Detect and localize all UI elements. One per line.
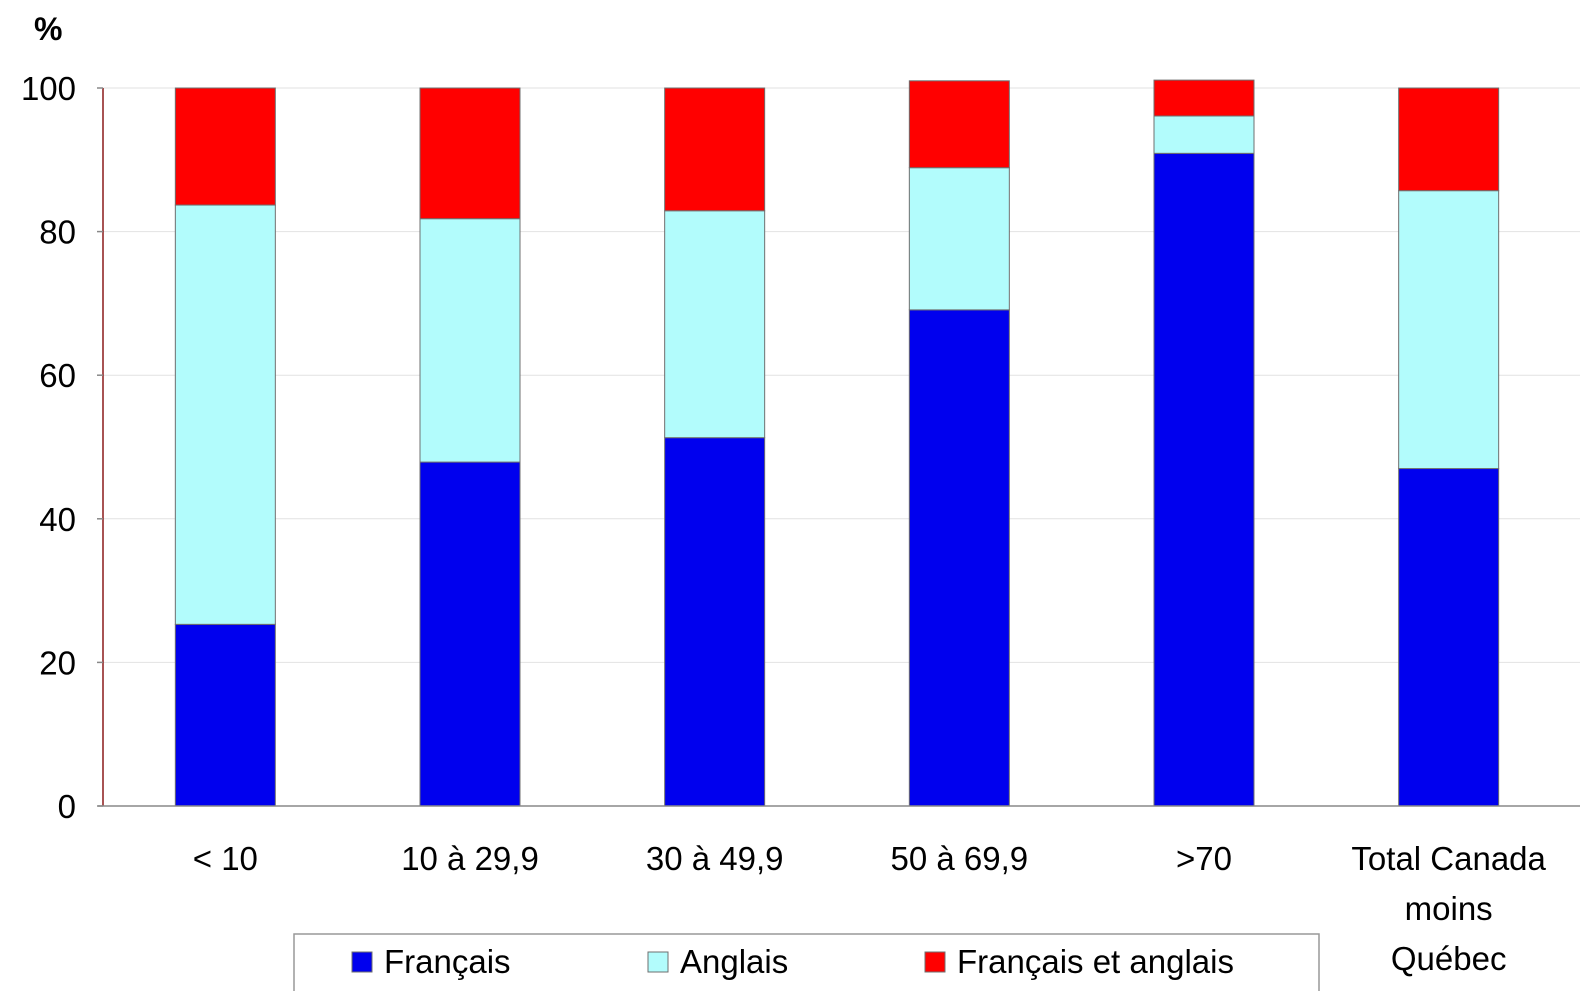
y-tick-label: 0: [58, 788, 76, 825]
bars: [174, 79, 1500, 807]
bar-stack: [664, 87, 766, 807]
bar-segment: [1153, 115, 1255, 154]
legend-swatch: [351, 951, 373, 973]
bar-segment: [1153, 152, 1255, 807]
x-tick-labels: < 10 10 à 29,9 30 à 49,9 50 à 69,9 >70 Total …: [193, 840, 1547, 977]
x-tick-label: Total Canada: [1351, 840, 1546, 877]
legend-box: [293, 933, 1320, 991]
axes: [98, 88, 1580, 807]
y-tick-label: 40: [39, 501, 76, 538]
bar-segment: [174, 204, 276, 625]
legend-label: Français et anglais: [957, 943, 1234, 980]
bar-segment: [664, 437, 766, 807]
bar-stack: [1153, 79, 1255, 807]
x-tick-label: 50 à 69,9: [891, 840, 1029, 877]
y-tick-label: 60: [39, 357, 76, 394]
bar-segment: [174, 623, 276, 807]
bar-segment: [908, 80, 1010, 169]
bar-segment: [1398, 190, 1500, 470]
bar-segment: [1153, 79, 1255, 117]
legend-label: Français: [384, 943, 511, 980]
legend-swatch: [924, 951, 946, 973]
y-tick-labels: 0 20 40 60 80 100: [21, 70, 103, 825]
bar-segment: [419, 218, 521, 463]
bar-segment: [664, 210, 766, 439]
x-tick-label: < 10: [193, 840, 258, 877]
x-tick-label: 30 à 49,9: [646, 840, 784, 877]
bar-segment: [419, 461, 521, 807]
bar-segment: [664, 87, 766, 212]
legend-label: Anglais: [680, 943, 788, 980]
bar-segment: [1398, 87, 1500, 192]
bar-stack: [419, 87, 521, 807]
legend: Français Anglais Français et anglais: [293, 933, 1320, 991]
bar-stack: [174, 87, 276, 807]
y-tick-label: 100: [21, 70, 76, 107]
y-tick-label: 80: [39, 214, 76, 251]
bar-segment: [1398, 468, 1500, 807]
x-tick-label: 10 à 29,9: [401, 840, 539, 877]
bar-stack: [908, 80, 1010, 807]
y-axis-label: %: [34, 11, 62, 47]
y-tick-label: 20: [39, 644, 76, 681]
bar-segment: [419, 87, 521, 220]
legend-swatch: [647, 951, 669, 973]
x-tick-label: >70: [1176, 840, 1232, 877]
x-tick-label: Québec: [1391, 940, 1507, 977]
bar-stack: [1398, 87, 1500, 807]
bar-segment: [908, 167, 1010, 311]
bar-segment: [174, 87, 276, 206]
bar-segment: [908, 309, 1010, 807]
gridlines: [103, 87, 1580, 663]
x-tick-label: moins: [1405, 890, 1493, 927]
